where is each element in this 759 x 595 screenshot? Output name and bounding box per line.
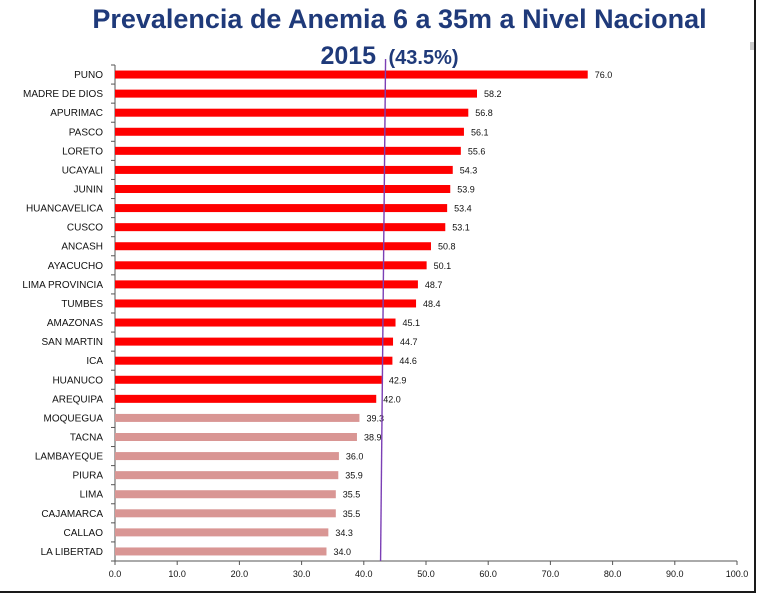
- value-label: 54.3: [460, 165, 478, 175]
- x-tick-label: 30.0: [293, 569, 311, 579]
- x-tick-label: 70.0: [542, 569, 560, 579]
- value-label: 44.7: [400, 337, 418, 347]
- bar: [115, 89, 478, 98]
- x-tick-label: 0.0: [109, 569, 122, 579]
- bar: [115, 356, 393, 365]
- value-label: 53.9: [457, 185, 475, 195]
- bar: [115, 185, 451, 193]
- value-label: 44.6: [399, 356, 417, 366]
- category-label: AMAZONAS: [47, 318, 103, 329]
- bar: [115, 509, 336, 518]
- bar: [115, 547, 327, 556]
- value-label: 76.0: [595, 70, 613, 80]
- bar: [115, 337, 394, 346]
- bar: [115, 318, 396, 327]
- value-label: 39.3: [366, 413, 384, 423]
- value-label: 50.8: [438, 242, 456, 252]
- bar: [115, 413, 360, 422]
- subtitle-year: 2015: [320, 42, 377, 70]
- category-label: JUNIN: [74, 185, 103, 196]
- value-label: 48.4: [423, 299, 441, 309]
- bar: [115, 452, 339, 461]
- value-label: 42.9: [389, 375, 407, 385]
- category-label: TUMBES: [61, 299, 103, 310]
- value-label: 56.8: [475, 108, 493, 118]
- value-label: 45.1: [403, 318, 421, 328]
- category-label: SAN MARTIN: [42, 337, 104, 348]
- x-tick-label: 60.0: [479, 569, 497, 579]
- value-label: 42.0: [383, 394, 401, 404]
- category-label: PASCO: [69, 127, 103, 138]
- category-label: CUSCO: [67, 223, 103, 234]
- value-label: 34.3: [335, 528, 353, 538]
- category-label: AREQUIPA: [52, 394, 103, 405]
- value-label: 34.0: [333, 547, 351, 557]
- x-tick-label: 50.0: [417, 569, 435, 579]
- x-tick-label: 100.0: [726, 569, 749, 579]
- category-label: PUNO: [74, 70, 103, 81]
- bar: [115, 280, 418, 289]
- value-label: 58.2: [484, 89, 502, 99]
- subtitle-national-value: (43.5%): [388, 47, 459, 69]
- value-label: 36.0: [346, 452, 364, 462]
- category-label: TACNA: [70, 433, 103, 444]
- category-label: LAMBAYEQUE: [35, 452, 103, 463]
- bar: [115, 528, 329, 537]
- bar: [115, 70, 588, 79]
- bar: [115, 165, 453, 174]
- bar: [115, 242, 431, 251]
- category-label: HUANUCO: [52, 375, 103, 386]
- category-label: PIURA: [72, 471, 103, 482]
- value-label: 35.5: [343, 509, 361, 519]
- category-label: MADRE DE DIOS: [23, 89, 103, 100]
- category-label: MOQUEGUA: [44, 413, 104, 424]
- bar: [115, 261, 427, 270]
- value-label: 53.1: [452, 223, 470, 233]
- category-label: AYACUCHO: [48, 261, 103, 272]
- category-label: LORETO: [62, 146, 103, 157]
- x-tick-label: 90.0: [666, 569, 684, 579]
- x-tick-label: 80.0: [604, 569, 622, 579]
- category-label: ANCASH: [61, 242, 103, 253]
- value-label: 48.7: [425, 280, 443, 290]
- value-label: 35.9: [345, 471, 363, 481]
- bar: [115, 127, 464, 136]
- value-label: 38.9: [364, 433, 382, 443]
- category-label: APURIMAC: [50, 108, 103, 119]
- bar: [115, 108, 469, 117]
- bar: [115, 394, 377, 403]
- bar: [115, 471, 339, 480]
- x-tick-label: 10.0: [168, 569, 186, 579]
- x-tick-label: 40.0: [355, 569, 373, 579]
- bar: [115, 375, 382, 384]
- national-average-line: [379, 58, 387, 562]
- category-label: CAJAMARCA: [41, 509, 103, 520]
- category-label: LIMA: [80, 490, 104, 501]
- edge-mark: [750, 42, 754, 50]
- category-label: LA LIBERTAD: [41, 547, 103, 558]
- category-label: ICA: [86, 356, 103, 367]
- value-label: 55.6: [468, 146, 486, 156]
- bar: [115, 204, 448, 213]
- chart-title: Prevalencia de Anemia 6 a 35m a Nivel Na…: [92, 4, 707, 34]
- bar: [115, 299, 417, 308]
- bar: [115, 490, 336, 499]
- category-label: UCAYALI: [62, 165, 103, 176]
- value-label: 53.4: [454, 204, 472, 214]
- value-label: 50.1: [434, 261, 452, 271]
- bar: [115, 223, 446, 232]
- value-label: 56.1: [471, 127, 489, 137]
- category-label: CALLAO: [64, 528, 104, 539]
- x-tick-label: 20.0: [231, 569, 249, 579]
- bar: [115, 146, 461, 155]
- value-label: 35.5: [343, 490, 361, 500]
- category-label: LIMA PROVINCIA: [22, 280, 103, 291]
- category-label: HUANCAVELICA: [26, 204, 103, 215]
- chart-subtitle: 2015 (43.5%): [0, 40, 759, 76]
- bar: [115, 433, 357, 441]
